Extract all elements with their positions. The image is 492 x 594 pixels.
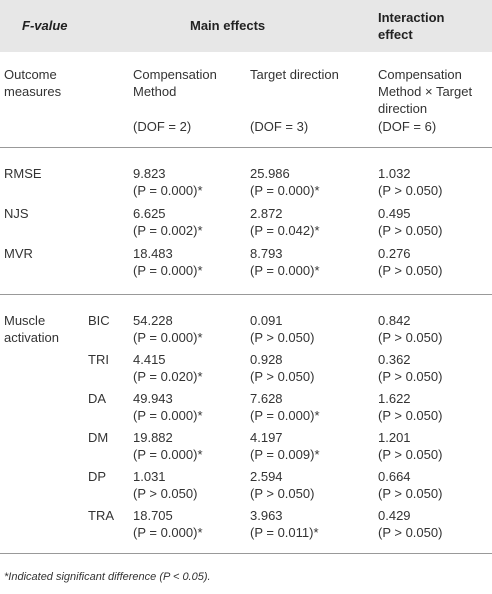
- f-value: 1.032: [378, 166, 411, 181]
- row-label: TRA: [88, 508, 114, 523]
- column-header: Compensation Method × Target direction: [378, 67, 473, 116]
- f-value: 18.705: [133, 508, 173, 523]
- f-value: 9.823: [133, 166, 166, 181]
- subheader-label: Outcome measures: [4, 67, 62, 99]
- p-value: (P > 0.050): [378, 223, 443, 238]
- dof-label: (DOF = 6): [378, 119, 437, 134]
- p-value: (P = 0.000)*: [250, 408, 320, 423]
- f-value: 7.628: [250, 391, 283, 406]
- p-value: (P > 0.050): [378, 525, 443, 540]
- row-label: BIC: [88, 313, 110, 328]
- f-value: 49.943: [133, 391, 173, 406]
- p-value: (P > 0.050): [378, 447, 443, 462]
- f-value: 0.429: [378, 508, 411, 523]
- f-value: 0.495: [378, 206, 411, 221]
- f-value: 2.872: [250, 206, 283, 221]
- f-value: 1.031: [133, 469, 166, 484]
- f-value: 0.928: [250, 352, 283, 367]
- p-value: (P > 0.050): [250, 330, 315, 345]
- p-value: (P > 0.050): [378, 330, 443, 345]
- p-value: (P = 0.020)*: [133, 369, 203, 384]
- rule: [0, 294, 492, 295]
- f-value: 8.793: [250, 246, 283, 261]
- p-value: (P > 0.050): [378, 263, 443, 278]
- f-value: 19.882: [133, 430, 173, 445]
- p-value: (P = 0.000)*: [133, 263, 203, 278]
- p-value: (P > 0.050): [250, 369, 315, 384]
- p-value: (P > 0.050): [378, 369, 443, 384]
- f-value: 25.986: [250, 166, 290, 181]
- p-value: (P = 0.000)*: [133, 330, 203, 345]
- p-value: (P > 0.050): [378, 183, 443, 198]
- f-value: 18.483: [133, 246, 173, 261]
- p-value: (P = 0.042)*: [250, 223, 320, 238]
- p-value: (P = 0.000)*: [250, 183, 320, 198]
- f-value: 0.664: [378, 469, 411, 484]
- f-value: 3.963: [250, 508, 283, 523]
- f-value: 0.276: [378, 246, 411, 261]
- row-label: TRI: [88, 352, 109, 367]
- p-value: (P = 0.000)*: [133, 183, 203, 198]
- row-label: NJS: [4, 206, 29, 221]
- f-value: 54.228: [133, 313, 173, 328]
- p-value: (P > 0.050): [378, 486, 443, 501]
- p-value: (P = 0.000)*: [133, 447, 203, 462]
- row-label: DA: [88, 391, 107, 406]
- f-value: 1.622: [378, 391, 411, 406]
- p-value: (P = 0.000)*: [133, 408, 203, 423]
- p-value: (P = 0.009)*: [250, 447, 320, 462]
- f-value: 0.362: [378, 352, 411, 367]
- f-value: 6.625: [133, 206, 166, 221]
- header-interaction: Interaction effect: [378, 10, 445, 42]
- row-label: DP: [88, 469, 107, 484]
- header-label: F-value: [22, 18, 68, 33]
- p-value: (P = 0.000)*: [250, 263, 320, 278]
- f-value: 1.201: [378, 430, 411, 445]
- p-value: (P > 0.050): [133, 486, 198, 501]
- column-header: Target direction: [250, 67, 339, 82]
- f-value: 2.594: [250, 469, 283, 484]
- header-main: Main effects: [190, 18, 266, 33]
- f-value: 0.091: [250, 313, 283, 328]
- p-value: (P = 0.002)*: [133, 223, 203, 238]
- row-label: RMSE: [4, 166, 42, 181]
- row-label: DM: [88, 430, 109, 445]
- p-value: (P = 0.000)*: [133, 525, 203, 540]
- row-label: MVR: [4, 246, 33, 261]
- column-header: Compensation Method: [133, 67, 217, 99]
- f-value: 4.415: [133, 352, 166, 367]
- dof-label: (DOF = 3): [250, 119, 309, 134]
- rule: [0, 553, 492, 554]
- dof-label: (DOF = 2): [133, 119, 192, 134]
- footnote: *Indicated significant difference (P < 0…: [4, 571, 211, 583]
- header-band: [0, 0, 492, 52]
- p-value: (P > 0.050): [378, 408, 443, 423]
- p-value: (P > 0.050): [250, 486, 315, 501]
- group-label: Muscle activation: [4, 313, 59, 345]
- f-value: 4.197: [250, 430, 283, 445]
- f-value: 0.842: [378, 313, 411, 328]
- rule: [0, 147, 492, 148]
- p-value: (P = 0.011)*: [250, 525, 319, 540]
